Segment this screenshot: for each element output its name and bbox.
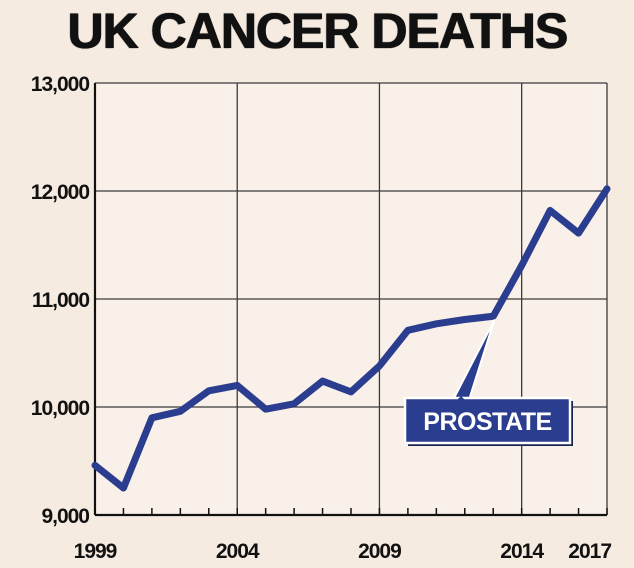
x-tick-label: 2009 (358, 540, 401, 563)
data-point (376, 363, 382, 369)
x-tick-label: 2014 (500, 540, 544, 563)
data-point (320, 378, 326, 384)
data-point (234, 382, 240, 388)
data-point (490, 313, 496, 319)
data-point (120, 485, 126, 491)
series (91, 185, 611, 492)
tick-labels: 9,000 10,000 11,000 12,000 13,000 1999 2004 200… (31, 73, 613, 563)
data-point (177, 408, 183, 414)
data-point (206, 388, 212, 394)
annotation-box (403, 396, 572, 445)
data-point (92, 462, 98, 468)
y-tick-label: 13,000 (31, 73, 90, 96)
data-point (519, 263, 525, 269)
data-point (263, 406, 269, 412)
grid (94, 82, 608, 516)
data-point (433, 321, 439, 327)
data-point (462, 317, 468, 323)
data-point (149, 415, 155, 421)
y-tick-label: 9,000 (41, 505, 89, 528)
data-point (604, 186, 610, 192)
data-point (405, 327, 411, 333)
data-point (547, 207, 553, 213)
data-point (576, 230, 582, 236)
y-tick-label: 11,000 (32, 289, 89, 312)
y-tick-label: 10,000 (31, 397, 90, 420)
annotations: PROSTATE (403, 319, 573, 446)
data-point (348, 389, 354, 395)
chart-title: UK CANCER DEATHS (67, 3, 568, 59)
annotation-joint (455, 396, 467, 402)
annotation-label: PROSTATE (423, 408, 551, 436)
data-point (291, 401, 297, 407)
y-tick-label: 12,000 (31, 181, 90, 204)
x-tick-label: 2017 (568, 540, 611, 563)
x-tick-label: 1999 (74, 540, 117, 563)
axes (93, 83, 608, 517)
x-tick-label: 2004 (216, 540, 260, 563)
